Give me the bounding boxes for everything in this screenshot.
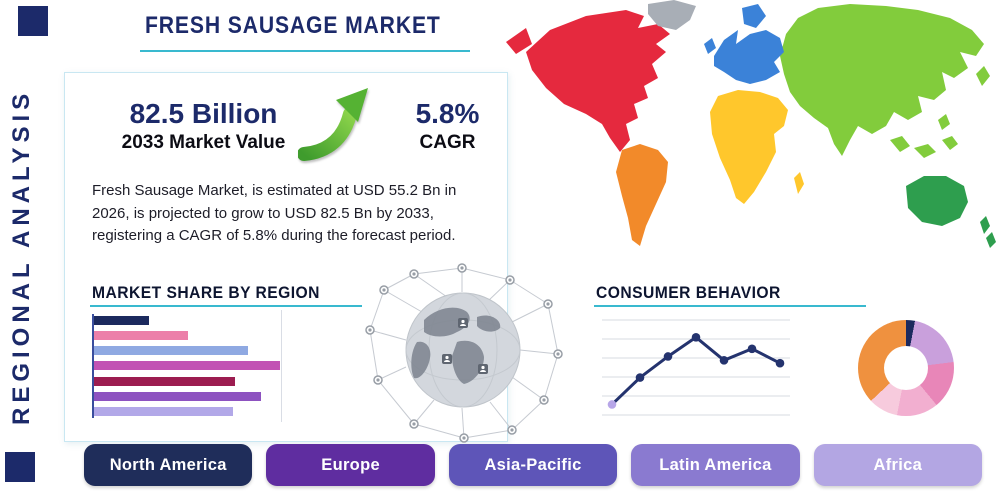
market-value-label: 2033 Market Value	[121, 132, 286, 153]
bar-region-3	[94, 346, 249, 356]
bar-region-5	[94, 376, 235, 386]
region-button-europe[interactable]: Europe	[266, 444, 435, 486]
continent-south-america	[616, 144, 668, 246]
bar-region-6	[94, 391, 262, 401]
cagr-stat: 5.8% CAGR	[390, 98, 505, 154]
region-button-asia-pacific[interactable]: Asia-Pacific	[448, 444, 618, 486]
cagr-label: CAGR	[419, 132, 476, 153]
market-share-bar-chart	[92, 310, 282, 422]
continent-asia	[780, 4, 990, 158]
region-donut-chart	[858, 320, 954, 416]
market-value-stat: 82.5 Billion 2033 Market Value	[96, 98, 311, 154]
bar-region-2	[94, 331, 188, 341]
growth-arrow-icon	[298, 88, 368, 161]
bar-region-1	[94, 316, 149, 325]
region-button-north-america[interactable]: North America	[84, 444, 253, 486]
title-underline	[140, 50, 470, 52]
market-value-number: 82.5 Billion	[129, 98, 278, 129]
corner-accent-bottom	[5, 452, 35, 482]
region-greenland	[648, 0, 696, 30]
globe-network-icon	[365, 263, 563, 443]
cagr-number: 5.8%	[415, 98, 480, 129]
consumer-behavior-heading: CONSUMER BEHAVIOR	[596, 283, 781, 302]
market-share-underline	[90, 305, 362, 307]
consumer-behavior-underline	[594, 305, 866, 307]
page-title: FRESH SAUSAGE MARKET	[145, 12, 441, 39]
market-share-heading: MARKET SHARE BY REGION	[92, 283, 320, 302]
corner-accent-top	[18, 6, 48, 36]
market-description: Fresh Sausage Market, is estimated at US…	[92, 182, 457, 244]
continent-europe	[704, 4, 784, 84]
side-label: REGIONAL ANALYSIS	[8, 88, 35, 426]
continent-africa	[710, 90, 804, 204]
bar-region-4	[94, 361, 281, 371]
bar-region-7	[94, 406, 234, 416]
consumer-behavior-line-chart	[602, 319, 790, 416]
region-buttons: North America Europe Asia-Pacific Latin …	[84, 444, 983, 486]
globe-people-markers	[442, 318, 488, 374]
bar-group	[94, 314, 282, 418]
world-map	[506, 0, 996, 248]
continent-north-america	[506, 10, 670, 152]
region-button-africa[interactable]: Africa	[813, 444, 983, 486]
continent-australia	[906, 176, 996, 248]
region-button-latin-america[interactable]: Latin America	[631, 444, 800, 486]
